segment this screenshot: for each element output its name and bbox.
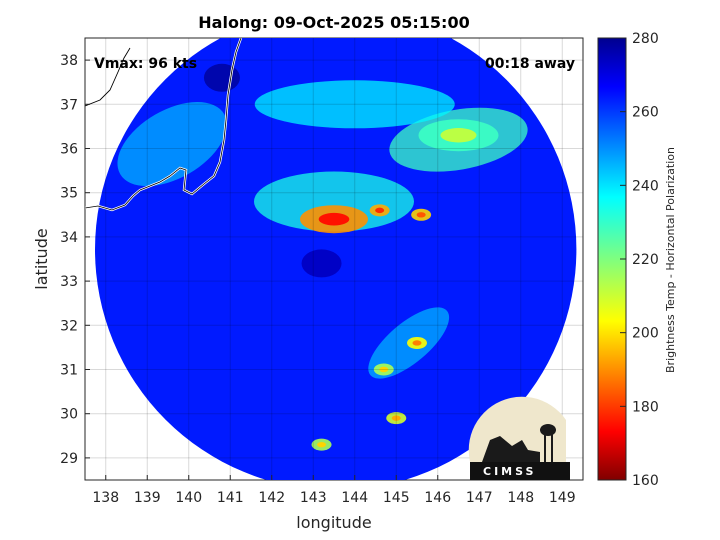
time-offset-annotation: 00:18 away <box>485 56 575 72</box>
colorbar-tick-label: 240 <box>632 178 659 194</box>
cloud-region <box>254 80 455 129</box>
x-tick-label: 143 <box>300 490 327 506</box>
feature-core <box>317 441 327 448</box>
feature-core <box>440 128 477 143</box>
coastline-north <box>85 47 131 107</box>
y-tick-label: 35 <box>60 186 78 202</box>
y-tick-label: 36 <box>60 142 78 158</box>
colorbar-tick-label: 200 <box>632 326 659 342</box>
y-axis-ticks: 29 30 31 32 33 34 35 36 37 38 <box>60 53 90 467</box>
y-tick-label: 37 <box>60 97 78 113</box>
x-tick-label: 145 <box>383 490 410 506</box>
cimss-logo: CIMSS <box>468 396 570 480</box>
x-tick-label: 147 <box>466 490 493 506</box>
y-axis-label: latitude <box>32 228 51 289</box>
feature-core <box>318 212 350 226</box>
chart-title: Halong: 09-Oct-2025 05:15:00 <box>198 13 469 32</box>
y-tick-label: 34 <box>60 230 78 246</box>
cloud-region <box>203 63 240 92</box>
microwave-swath <box>95 38 577 480</box>
x-tick-label: 146 <box>424 490 451 506</box>
x-tick-label: 140 <box>175 490 202 506</box>
feature-core <box>379 366 389 373</box>
x-axis-label: longitude <box>296 513 371 532</box>
x-tick-label: 139 <box>134 490 161 506</box>
logo-text: CIMSS <box>483 465 536 478</box>
cloud-region <box>254 171 414 232</box>
coastline-outline <box>85 38 242 211</box>
feature-warm-eye-core <box>301 249 342 278</box>
x-tick-label: 144 <box>341 490 368 506</box>
feature-core <box>375 207 385 214</box>
x-tick-label: 138 <box>92 490 119 506</box>
colorbar-tick-label: 220 <box>632 252 659 268</box>
feature-core <box>416 212 426 218</box>
feature-core <box>412 340 422 346</box>
colorbar-tick-label: 160 <box>632 473 659 489</box>
cloud-region <box>117 102 227 187</box>
y-tick-label: 30 <box>60 407 78 423</box>
colorbar-ticks: 280 260 240 220 200 180 160 <box>620 31 659 489</box>
gridlines <box>85 38 583 480</box>
colorbar-tick-label: 180 <box>632 399 659 415</box>
y-tick-label: 32 <box>60 318 78 334</box>
feature-core <box>391 415 401 421</box>
y-tick-label: 38 <box>60 53 78 69</box>
y-tick-label: 31 <box>60 363 78 379</box>
x-tick-label: 142 <box>258 490 285 506</box>
x-tick-label: 141 <box>217 490 244 506</box>
y-tick-label: 33 <box>60 274 78 290</box>
colorbar-tick-label: 260 <box>632 105 659 121</box>
vmax-annotation: Vmax: 96 kts <box>94 56 197 72</box>
colorbar-label: Brightness Temp - Horizontal Polarizatio… <box>664 147 677 373</box>
x-tick-label: 148 <box>507 490 534 506</box>
y-tick-label: 29 <box>60 451 78 467</box>
x-tick-label: 149 <box>549 490 576 506</box>
x-axis-ticks: 138 139 140 141 142 143 144 145 146 147 148 149 <box>92 475 576 506</box>
colorbar-tick-label: 280 <box>632 31 659 47</box>
